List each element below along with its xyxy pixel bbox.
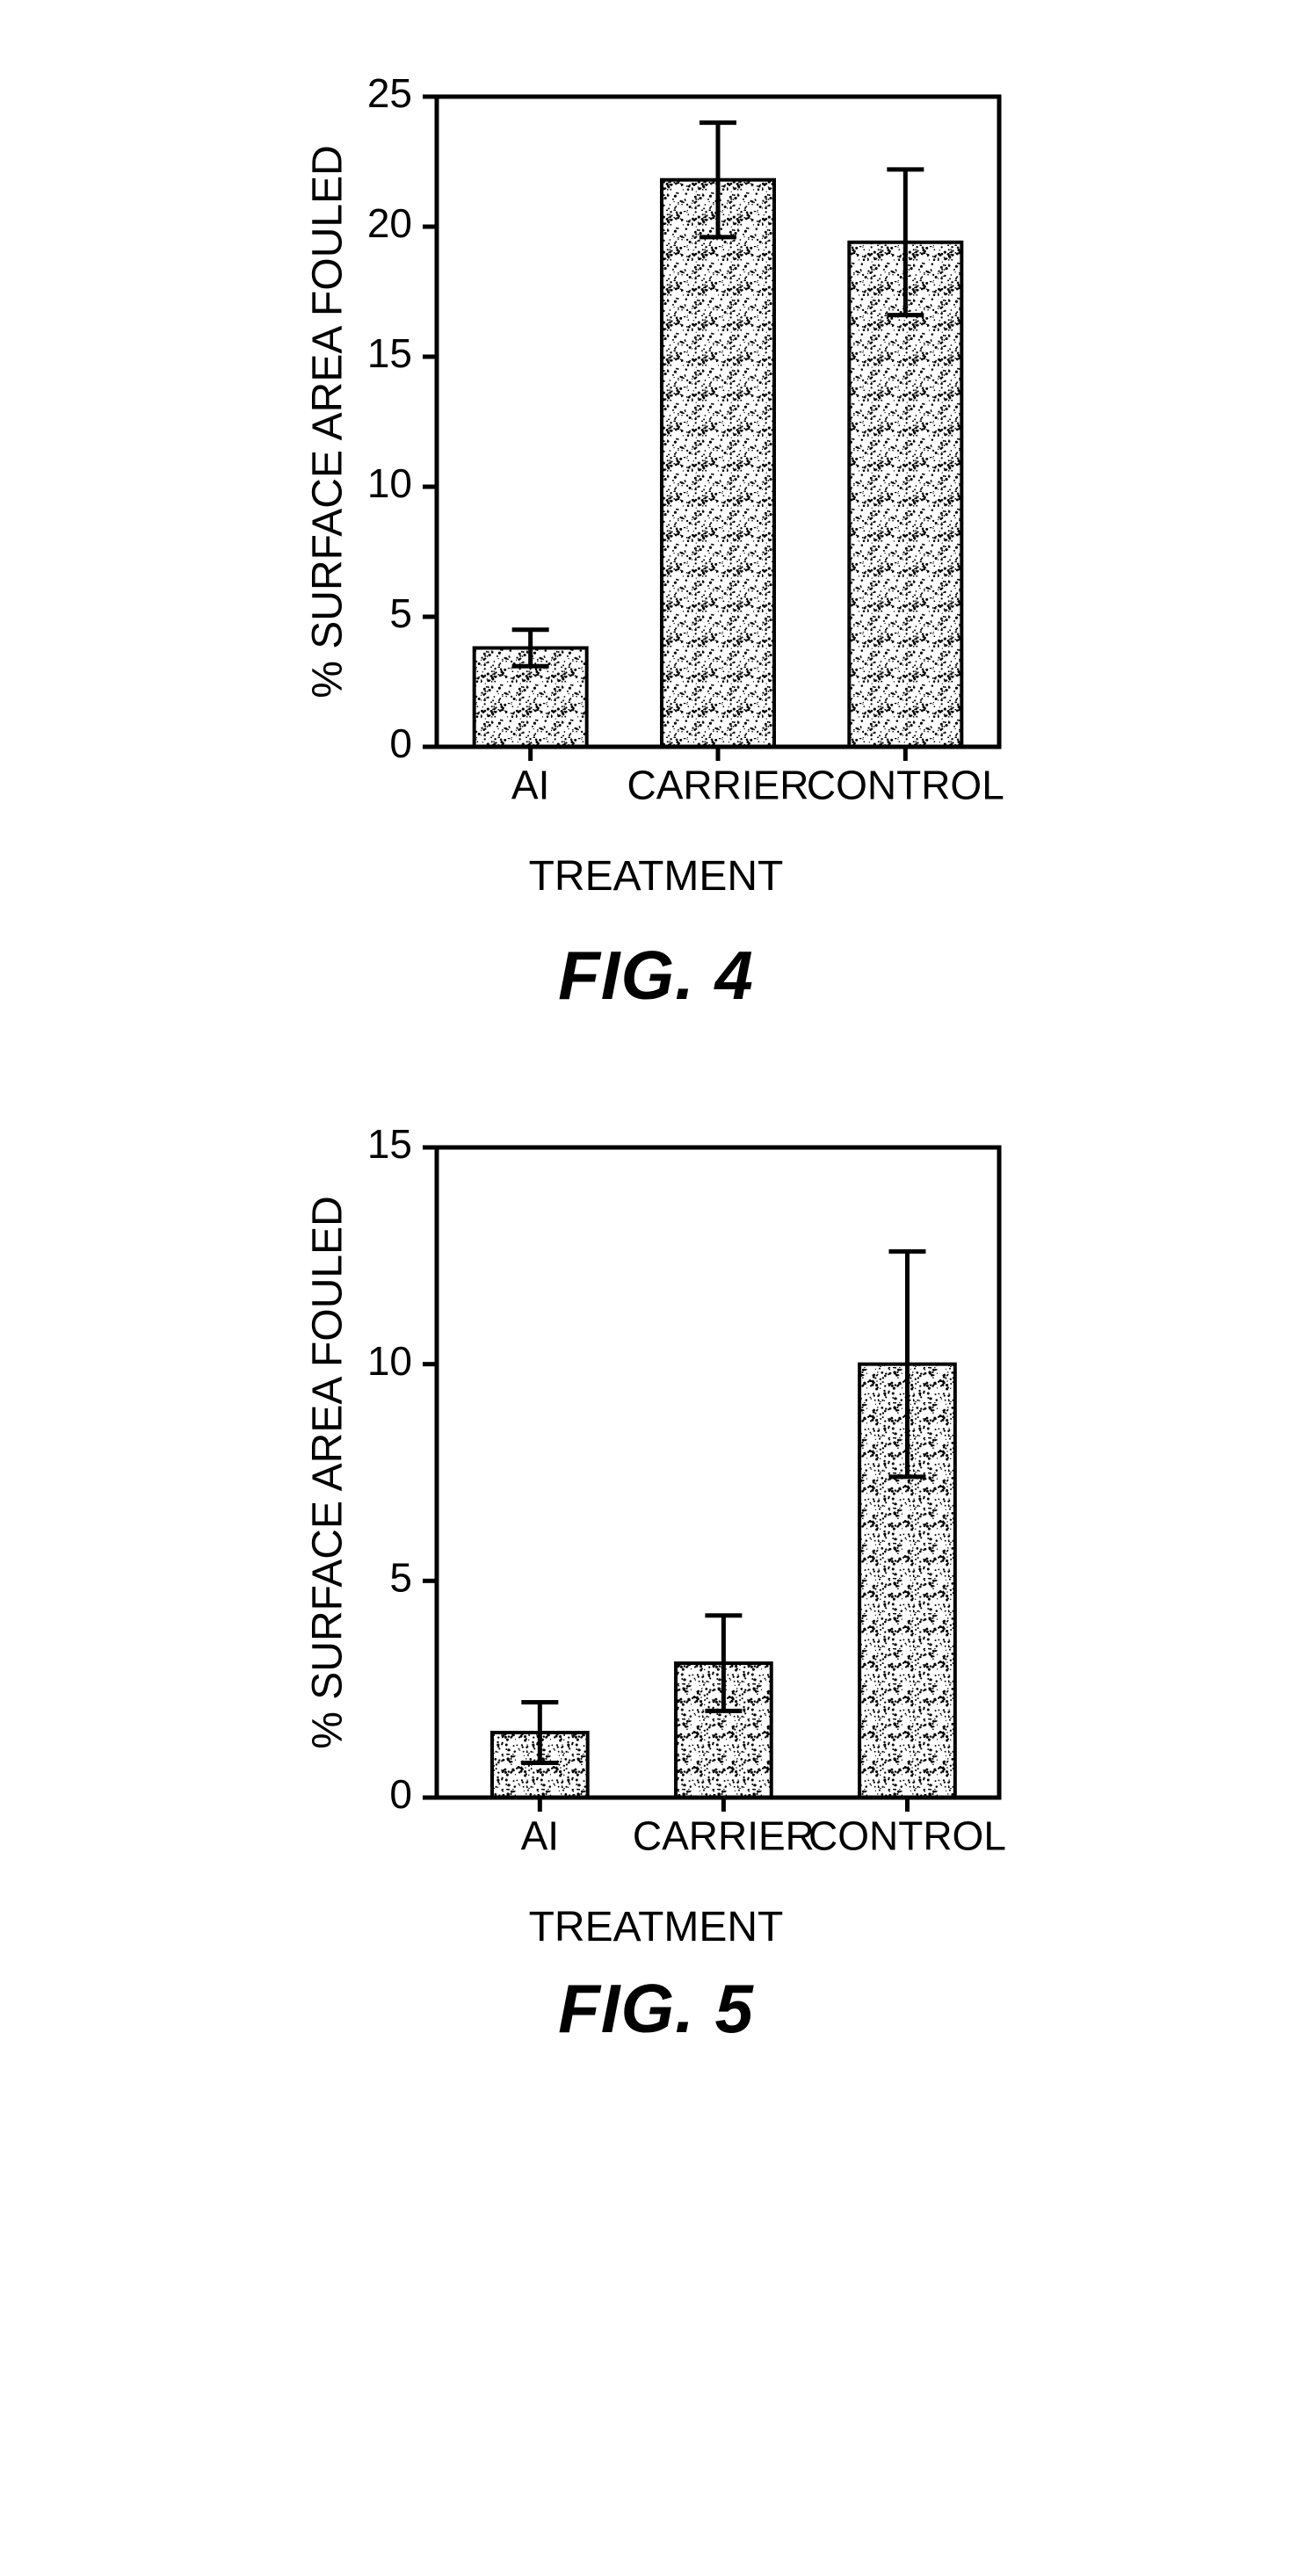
fig4-xlabel: TREATMENT xyxy=(529,852,784,901)
fig5-caption: FIG. 5 xyxy=(558,1969,754,2049)
fig5-xlabel: TREATMENT xyxy=(529,1903,784,1951)
svg-text:15: 15 xyxy=(366,330,411,376)
svg-text:CONTROL: CONTROL xyxy=(806,763,1004,808)
svg-text:15: 15 xyxy=(366,1121,411,1167)
fig4-chart-frame: 0 5 10 15 20 25 % SURFACE AREA FOULED AI CARRIER… xyxy=(270,70,1043,835)
svg-text:% SURFACE AREA FOULED: % SURFACE AREA FOULED xyxy=(304,1196,351,1749)
svg-text:10: 10 xyxy=(366,1338,411,1384)
svg-text:CARRIER: CARRIER xyxy=(627,763,808,808)
svg-text:CONTROL: CONTROL xyxy=(808,1813,1006,1859)
figure-4: 0 5 10 15 20 25 % SURFACE AREA FOULED AI CARRIER… xyxy=(270,70,1043,1016)
svg-text:5: 5 xyxy=(389,1554,412,1600)
fig5-svg: 0 5 10 15 % SURFACE AREA FOULED AI CARRIERCONT… xyxy=(270,1121,1043,1885)
svg-text:CARRIER: CARRIER xyxy=(632,1813,814,1859)
figure-5: 0 5 10 15 % SURFACE AREA FOULED AI CARRIERCONT… xyxy=(270,1121,1043,2049)
page: 0 5 10 15 20 25 % SURFACE AREA FOULED AI CARRIER… xyxy=(0,0,1312,2154)
svg-text:5: 5 xyxy=(389,590,412,636)
svg-text:0: 0 xyxy=(389,720,412,766)
svg-text:20: 20 xyxy=(366,200,411,246)
fig5-chart-frame: 0 5 10 15 % SURFACE AREA FOULED AI CARRIERCONT… xyxy=(270,1121,1043,1885)
svg-text:25: 25 xyxy=(366,70,411,116)
fig4-caption: FIG. 4 xyxy=(558,936,754,1016)
svg-text:AI: AI xyxy=(511,763,548,808)
svg-text:0: 0 xyxy=(389,1771,412,1817)
svg-text:10: 10 xyxy=(366,460,411,506)
svg-text:% SURFACE AREA FOULED: % SURFACE AREA FOULED xyxy=(304,145,351,698)
svg-text:AI: AI xyxy=(520,1813,558,1859)
fig4-svg: 0 5 10 15 20 25 % SURFACE AREA FOULED AI CARRIER… xyxy=(270,70,1043,835)
